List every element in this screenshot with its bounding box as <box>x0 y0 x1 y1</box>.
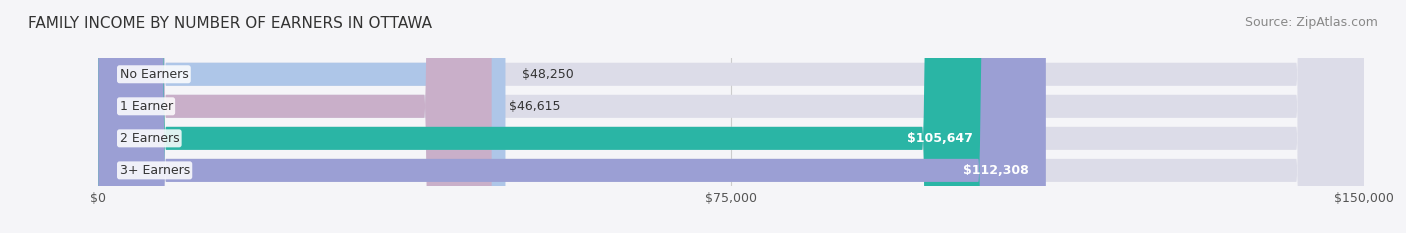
Text: No Earners: No Earners <box>120 68 188 81</box>
FancyBboxPatch shape <box>98 0 492 233</box>
Text: $48,250: $48,250 <box>523 68 574 81</box>
Text: FAMILY INCOME BY NUMBER OF EARNERS IN OTTAWA: FAMILY INCOME BY NUMBER OF EARNERS IN OT… <box>28 16 432 31</box>
FancyBboxPatch shape <box>98 0 990 233</box>
Text: 3+ Earners: 3+ Earners <box>120 164 190 177</box>
FancyBboxPatch shape <box>98 0 1364 233</box>
Text: $46,615: $46,615 <box>509 100 560 113</box>
FancyBboxPatch shape <box>98 0 1364 233</box>
Text: $112,308: $112,308 <box>963 164 1029 177</box>
Text: 2 Earners: 2 Earners <box>120 132 179 145</box>
FancyBboxPatch shape <box>98 0 506 233</box>
FancyBboxPatch shape <box>98 0 1364 233</box>
FancyBboxPatch shape <box>98 0 1364 233</box>
Text: 1 Earner: 1 Earner <box>120 100 173 113</box>
Text: Source: ZipAtlas.com: Source: ZipAtlas.com <box>1244 16 1378 29</box>
Text: $105,647: $105,647 <box>907 132 973 145</box>
FancyBboxPatch shape <box>98 0 1046 233</box>
